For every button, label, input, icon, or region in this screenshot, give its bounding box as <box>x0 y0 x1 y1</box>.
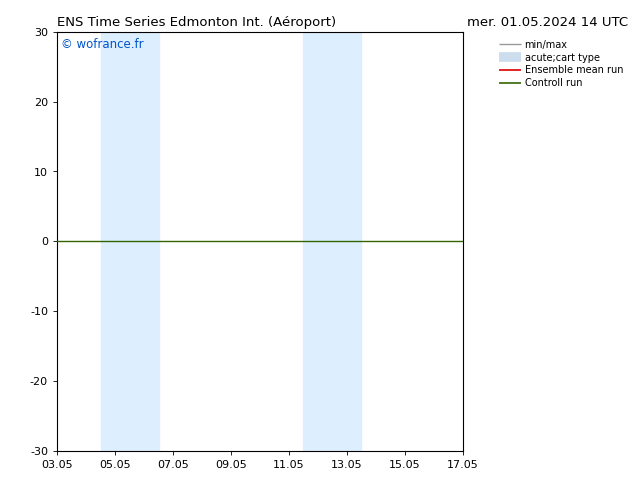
Text: mer. 01.05.2024 14 UTC: mer. 01.05.2024 14 UTC <box>467 16 628 29</box>
Bar <box>304 32 361 451</box>
Text: © wofrance.fr: © wofrance.fr <box>61 38 144 51</box>
Legend: min/max, acute;cart type, Ensemble mean run, Controll run: min/max, acute;cart type, Ensemble mean … <box>496 37 626 91</box>
Bar <box>101 32 158 451</box>
Text: ENS Time Series Edmonton Int. (Aéroport): ENS Time Series Edmonton Int. (Aéroport) <box>57 16 336 29</box>
